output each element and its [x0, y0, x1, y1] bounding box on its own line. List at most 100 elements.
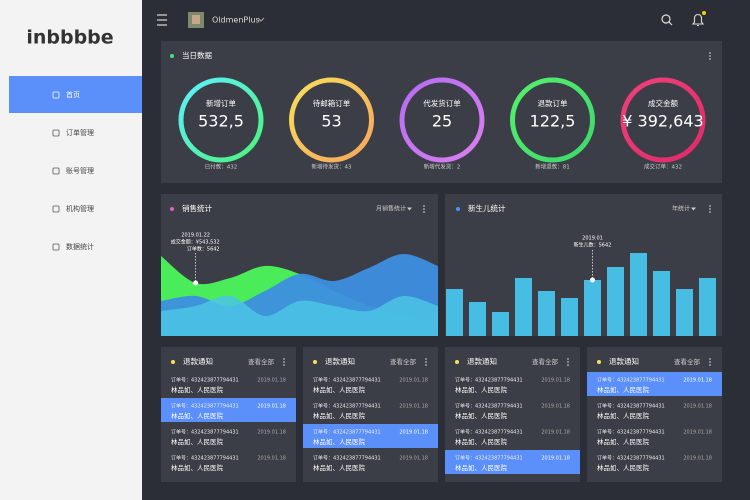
order-number[interactable]: 订单号：432423877794431	[171, 429, 239, 436]
stat-label: 代发货订单	[423, 98, 461, 108]
stat-sub: 新增待发货：43	[312, 163, 352, 171]
more-dot[interactable]	[283, 358, 285, 360]
order-name: 林品如、人民医院	[171, 463, 224, 472]
more-dot[interactable]	[567, 361, 569, 363]
menu-button[interactable]	[157, 14, 167, 26]
title-dot	[597, 360, 601, 364]
stat-sub: 已付款：432	[205, 163, 238, 171]
menu-icon	[52, 167, 60, 175]
username[interactable]: OldmenPlus	[212, 16, 260, 25]
more-dot[interactable]	[283, 364, 285, 366]
dropdown-caret[interactable]	[691, 207, 696, 211]
avatar-face	[192, 15, 200, 24]
bar	[630, 253, 647, 336]
order-number[interactable]: 订单号：432423877794431	[455, 429, 523, 436]
title-dot	[455, 360, 459, 364]
order-name: 林品如、人民医院	[313, 385, 366, 394]
more-dot[interactable]	[425, 364, 427, 366]
menu-item[interactable]: 账号管理	[66, 166, 94, 175]
panel-title: 退款通知	[325, 356, 355, 366]
more-dot[interactable]	[423, 208, 425, 210]
more-dot[interactable]	[425, 358, 427, 360]
view-all[interactable]: 查看全部	[390, 357, 417, 366]
more-dot[interactable]	[283, 361, 285, 363]
more-dot[interactable]	[709, 52, 711, 54]
row-highlight[interactable]	[445, 450, 580, 474]
row-highlight[interactable]	[303, 424, 438, 448]
search-icon[interactable]	[661, 14, 673, 26]
order-number[interactable]: 订单号：432423877794431	[313, 377, 381, 384]
order-number[interactable]: 订单号：432423877794431	[313, 429, 381, 436]
panel-title: 退款通知	[183, 356, 213, 366]
order-date: 2019.01.18	[541, 456, 570, 462]
order-date: 2019.01.18	[257, 404, 286, 410]
menu-item[interactable]: 首页	[66, 90, 80, 99]
stat-ring	[399, 77, 485, 163]
user-chevron[interactable]	[257, 17, 265, 22]
more-dot[interactable]	[709, 58, 711, 60]
view-all[interactable]: 查看全部	[248, 357, 275, 366]
stat-label: 待邮箱订单	[313, 98, 351, 108]
order-name: 林品如、人民医院	[597, 385, 650, 394]
dropdown[interactable]: 月销售统计	[376, 205, 406, 213]
order-number[interactable]: 订单号：432423877794431	[171, 403, 239, 410]
order-date: 2019.01.18	[399, 404, 428, 410]
more-dot[interactable]	[423, 211, 425, 213]
stat-value: ¥ 392,643	[622, 112, 703, 131]
title-dot	[313, 360, 317, 364]
order-number[interactable]: 订单号：432423877794431	[171, 455, 239, 462]
order-number[interactable]: 订单号：432423877794431	[313, 455, 381, 462]
stat-ring	[178, 77, 264, 163]
more-dot[interactable]	[709, 55, 711, 57]
dropdown[interactable]: 年统计	[672, 205, 690, 213]
view-all[interactable]: 查看全部	[674, 357, 701, 366]
tooltip-date: 2019.01	[582, 236, 603, 242]
order-number[interactable]: 订单号：432423877794431	[171, 377, 239, 384]
bell-icon[interactable]	[691, 13, 705, 27]
order-date: 2019.01.18	[399, 430, 428, 436]
order-name: 林品如、人民医院	[597, 411, 650, 420]
panel	[587, 347, 722, 482]
more-dot[interactable]	[709, 205, 711, 207]
bar	[492, 312, 509, 336]
menu-item[interactable]: 数据统计	[66, 242, 94, 251]
more-dot[interactable]	[709, 211, 711, 213]
menu-item[interactable]: 订单管理	[66, 128, 94, 137]
order-number[interactable]: 订单号：432423877794431	[455, 455, 523, 462]
order-date: 2019.01.18	[541, 404, 570, 410]
order-number[interactable]: 订单号：432423877794431	[597, 377, 665, 384]
order-date: 2019.01.18	[257, 430, 286, 436]
stat-sub: 新增退款：81	[535, 163, 570, 171]
more-dot[interactable]	[709, 358, 711, 360]
order-number[interactable]: 订单号：432423877794431	[597, 455, 665, 462]
more-dot[interactable]	[567, 364, 569, 366]
more-dot[interactable]	[709, 361, 711, 363]
more-dot[interactable]	[423, 205, 425, 207]
row-highlight[interactable]	[161, 398, 296, 422]
more-dot[interactable]	[567, 358, 569, 360]
order-number[interactable]: 订单号：432423877794431	[455, 377, 523, 384]
dropdown-caret[interactable]	[407, 207, 412, 211]
more-dot[interactable]	[709, 364, 711, 366]
order-number[interactable]: 订单号：432423877794431	[597, 403, 665, 410]
order-date: 2019.01.18	[257, 456, 286, 462]
more-dot[interactable]	[425, 361, 427, 363]
menu-item[interactable]: 机构管理	[66, 204, 94, 213]
row-highlight[interactable]	[587, 372, 722, 396]
menu-icon	[52, 91, 60, 99]
stat-sub: 新增代发货：2	[424, 163, 461, 171]
view-all[interactable]: 查看全部	[532, 357, 559, 366]
logo: inbbbbe	[26, 27, 113, 49]
tooltip-dot	[193, 280, 199, 286]
order-number[interactable]: 订单号：432423877794431	[597, 429, 665, 436]
order-number[interactable]: 订单号：432423877794431	[455, 403, 523, 410]
stat-label: 新增订单	[206, 98, 236, 108]
order-name: 林品如、人民医院	[313, 463, 366, 472]
bar	[469, 302, 486, 336]
order-date: 2019.01.18	[541, 430, 570, 436]
order-number[interactable]: 订单号：432423877794431	[313, 403, 381, 410]
more-dot[interactable]	[709, 208, 711, 210]
bar	[584, 280, 601, 336]
menu-icon	[52, 205, 60, 213]
